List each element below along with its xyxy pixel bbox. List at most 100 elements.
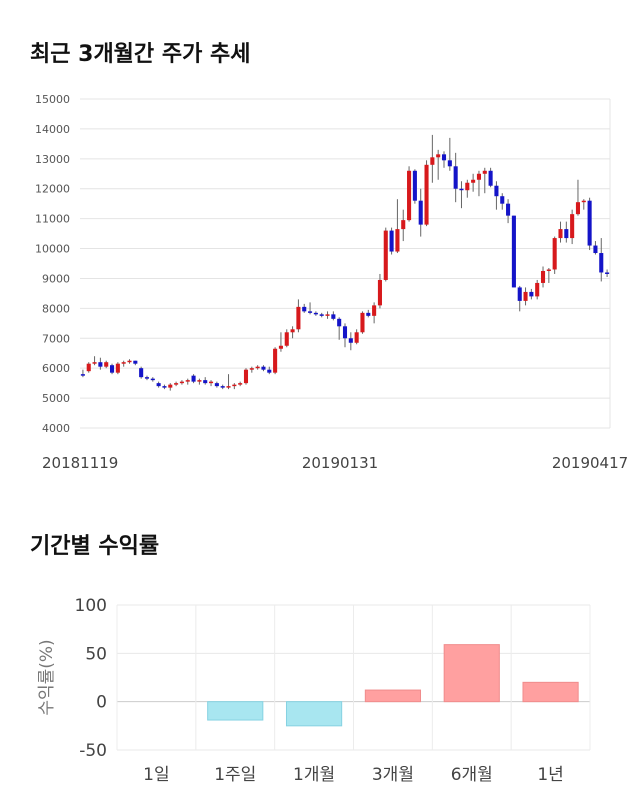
candle-body xyxy=(540,270,546,283)
y-tick-label: 14000 xyxy=(35,123,70,136)
candle-body xyxy=(331,314,336,319)
candle-body xyxy=(296,306,301,330)
candle-body xyxy=(337,318,342,327)
candle-body xyxy=(488,170,493,186)
x-tick-label: 1주일 xyxy=(214,765,256,785)
candle-body xyxy=(407,170,412,221)
x-tick-label: 1개월 xyxy=(293,765,335,785)
candle-body xyxy=(564,229,569,239)
x-tick-label: 20190131 xyxy=(302,454,378,472)
bar xyxy=(364,689,422,703)
candle-body xyxy=(133,360,138,364)
candle-body xyxy=(587,200,592,246)
candle-body xyxy=(104,362,109,367)
period-returns-title: 기간별 수익률 xyxy=(30,534,160,559)
candle-body xyxy=(459,188,464,191)
candle-body xyxy=(319,314,324,316)
candle-body xyxy=(267,369,272,373)
candle-body xyxy=(179,381,184,384)
candle-body xyxy=(185,380,190,382)
y-tick-label: 8000 xyxy=(42,302,70,315)
candle-body xyxy=(290,329,295,333)
candle-body xyxy=(360,312,365,333)
candle-body xyxy=(517,287,522,301)
candle-body xyxy=(535,282,540,297)
candle-body xyxy=(209,381,214,384)
bar xyxy=(207,701,264,721)
candle-body xyxy=(523,291,528,301)
candle-body xyxy=(605,272,610,274)
candle-body xyxy=(86,363,91,372)
candle-body xyxy=(424,164,429,225)
candle-body xyxy=(174,383,179,385)
candle-body xyxy=(593,245,598,254)
candle-body xyxy=(156,383,161,387)
candle-body xyxy=(162,386,167,388)
candle-body xyxy=(476,173,481,180)
y-tick-label: 5000 xyxy=(42,392,70,405)
candle-body xyxy=(232,384,237,387)
candle-body xyxy=(302,306,307,312)
candle-body xyxy=(506,203,511,216)
candle-body xyxy=(313,312,318,315)
x-tick-label: 20181119 xyxy=(42,454,118,472)
candle-body xyxy=(441,154,447,161)
candle-body xyxy=(191,375,196,382)
y-tick-label: 10000 xyxy=(35,243,70,256)
candle-body xyxy=(80,374,85,376)
candle-body xyxy=(255,366,260,369)
y-tick-label: 4000 xyxy=(42,422,70,435)
candle-body xyxy=(552,238,557,270)
candle-body xyxy=(372,305,377,316)
y-tick-label: 6000 xyxy=(42,362,70,375)
candle-body xyxy=(249,368,254,370)
candle-body xyxy=(168,384,173,388)
candle-body xyxy=(354,332,359,343)
candle-body xyxy=(511,215,516,288)
candle-body xyxy=(389,230,394,252)
price-trend-title: 최근 3개월간 주가 추세 xyxy=(30,42,251,67)
candle-body xyxy=(150,378,155,381)
candle-body xyxy=(395,229,400,252)
bar xyxy=(443,644,500,703)
candle-body xyxy=(529,291,534,297)
y-tick-label: 13000 xyxy=(35,153,70,166)
candle-body xyxy=(144,377,150,379)
x-tick-label: 6개월 xyxy=(451,765,493,785)
x-tick-label: 3개월 xyxy=(372,765,414,785)
bar xyxy=(285,701,343,727)
candle-body xyxy=(98,362,103,367)
y-tick-label: 0 xyxy=(96,693,107,713)
candle-body xyxy=(197,380,202,382)
candle-body xyxy=(366,312,371,316)
candle-body xyxy=(325,314,330,316)
candle-body xyxy=(238,383,243,385)
candle-body xyxy=(203,380,208,384)
candle-body xyxy=(430,157,435,165)
candle-body xyxy=(570,214,575,239)
candlestick-chart: 4000 5000 6000 7000 8000 9000 10000 11000 12000 1… xyxy=(35,93,628,472)
candle-body xyxy=(436,154,441,158)
candle-body xyxy=(418,200,423,225)
candle-body xyxy=(115,363,120,373)
y-tick-label: 50 xyxy=(85,644,107,664)
y-tick-label: -50 xyxy=(79,741,107,761)
candle-body xyxy=(220,386,225,388)
x-tick-label: 20190417 xyxy=(552,454,628,472)
bar xyxy=(522,681,579,703)
candle-body xyxy=(226,386,231,388)
candle-body xyxy=(453,166,458,189)
candle-body xyxy=(342,326,348,339)
y-tick-label: 15000 xyxy=(35,93,70,106)
y-tick-label: 11000 xyxy=(35,213,70,226)
candle-body xyxy=(471,179,476,183)
candle-body xyxy=(546,269,551,271)
candle-body xyxy=(284,332,289,346)
candle-body xyxy=(92,362,97,364)
candle-body xyxy=(447,160,452,167)
y-tick-label: 7000 xyxy=(42,332,70,345)
y-tick-label: 9000 xyxy=(42,272,70,285)
candle-body xyxy=(308,311,313,313)
candle-body xyxy=(401,220,406,230)
